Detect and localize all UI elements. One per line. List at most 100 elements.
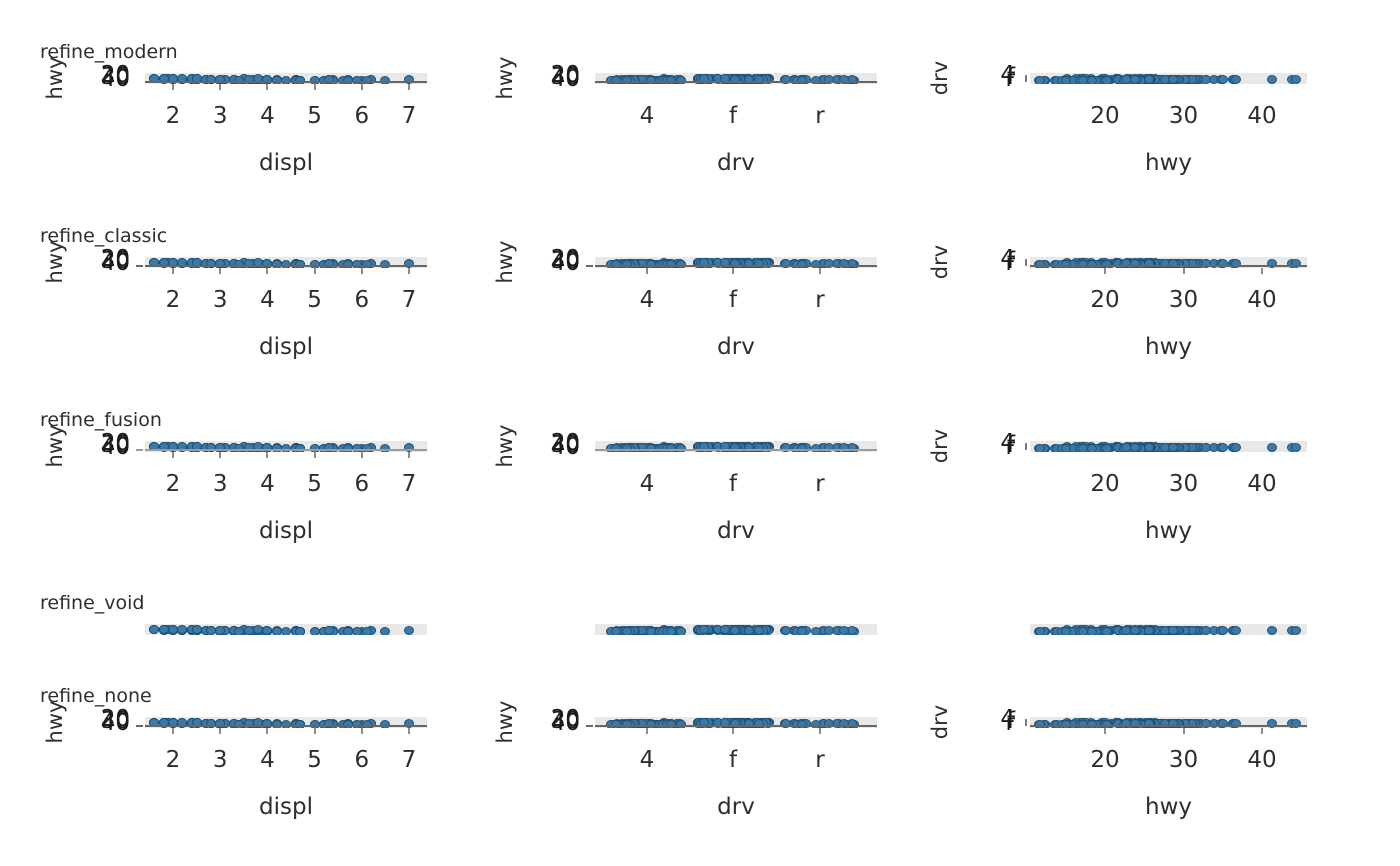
data-point <box>323 625 334 635</box>
panel-band <box>1030 717 1307 728</box>
data-point <box>1034 75 1045 84</box>
x-tick-mark <box>1104 268 1106 274</box>
x-tick-mark <box>219 268 222 274</box>
x-tick-mark <box>360 728 363 734</box>
y-tick-label: 30 <box>100 64 130 90</box>
data-point <box>1144 625 1155 635</box>
data-point <box>622 626 633 635</box>
data-point <box>1290 442 1301 452</box>
x-tick-label: 4 <box>260 287 275 313</box>
x-tick-label: 3 <box>212 471 228 497</box>
y-tick-label-overlap: 40 30 20 <box>75 247 130 277</box>
x-tick-label: 5 <box>307 747 322 773</box>
x-tick-label: f <box>728 287 738 313</box>
x-tick-mark <box>646 728 648 734</box>
data-point <box>1078 626 1089 635</box>
y-tick-label: 40 <box>100 66 130 92</box>
x-tick-label: 30 <box>1168 747 1199 773</box>
x-tick-mark <box>408 452 410 458</box>
x-tick-mark <box>266 452 269 458</box>
data-point <box>404 74 414 84</box>
x-tick-label: 20 <box>1090 471 1120 497</box>
x-axis-spine <box>145 265 427 267</box>
x-tick-mark <box>313 84 316 90</box>
data-point <box>744 625 755 635</box>
data-point <box>234 626 245 635</box>
x-tick-mark <box>1182 728 1185 734</box>
data-point <box>1290 74 1301 84</box>
row-title: refine_void <box>40 592 145 614</box>
x-axis-title: displ <box>259 334 313 360</box>
y-tick-label: 4 <box>1000 62 1015 88</box>
data-point <box>1102 626 1113 635</box>
row-title: refine_classic <box>40 225 168 247</box>
y-tick-mark <box>1025 259 1027 266</box>
data-point <box>1034 443 1045 452</box>
data-point <box>1168 74 1179 84</box>
x-tick-mark <box>266 84 269 90</box>
y-tick-mark <box>136 265 143 267</box>
x-tick-mark <box>819 728 821 734</box>
panel-band <box>595 717 877 728</box>
panel-band <box>145 257 427 268</box>
x-axis-spine <box>1030 265 1307 267</box>
panel-band <box>1030 73 1307 84</box>
x-tick-mark <box>219 452 222 458</box>
x-tick-label: 3 <box>212 103 228 129</box>
x-tick-label: 6 <box>354 287 370 313</box>
x-tick-label: 30 <box>1168 287 1199 313</box>
y-tick-label: 20 <box>100 246 130 272</box>
y-tick-label-overlap: 40 30 20 <box>75 707 130 737</box>
data-point <box>730 625 741 635</box>
x-tick-label: 6 <box>354 747 370 773</box>
panel-band <box>145 441 427 452</box>
data-point <box>753 625 764 635</box>
y-axis-title: hwy <box>493 240 517 284</box>
data-point <box>780 626 791 635</box>
x-tick-label: 3 <box>212 287 228 313</box>
data-point <box>839 626 849 635</box>
data-point <box>1061 443 1072 452</box>
y-tick-label: 20 <box>100 62 130 88</box>
data-point <box>262 75 273 84</box>
panel-band <box>595 257 877 268</box>
x-tick-label: 2 <box>165 287 181 313</box>
y-tick-label: 20 <box>550 246 580 272</box>
row-title: refine_none <box>40 685 152 707</box>
data-point <box>1218 625 1229 635</box>
x-tick-label: 40 <box>1247 103 1277 129</box>
panel-band <box>145 624 427 635</box>
row-title: refine_fusion <box>40 409 162 431</box>
x-tick-mark <box>172 84 174 90</box>
x-tick-mark <box>1104 728 1106 734</box>
x-tick-mark <box>172 728 174 734</box>
x-tick-mark <box>819 268 821 274</box>
x-tick-label: 3 <box>212 747 228 773</box>
x-tick-label: 7 <box>401 287 417 313</box>
x-tick-label: f <box>728 747 738 773</box>
x-axis-spine <box>145 449 427 451</box>
x-tick-label: 20 <box>1090 103 1120 129</box>
panel-band <box>145 717 427 728</box>
x-tick-label: 6 <box>354 471 370 497</box>
x-axis-title: hwy <box>1145 518 1192 544</box>
x-axis-spine <box>1030 725 1307 727</box>
x-tick-label: 20 <box>1090 747 1120 773</box>
x-axis-spine <box>595 81 877 83</box>
data-point <box>665 626 676 635</box>
data-point <box>352 627 363 635</box>
x-tick-mark <box>1182 268 1185 274</box>
data-point <box>610 626 621 635</box>
x-tick-mark <box>732 728 734 734</box>
x-tick-mark <box>360 84 363 90</box>
panel-band <box>1030 624 1307 635</box>
data-point <box>1267 625 1278 635</box>
data-point <box>1129 74 1140 84</box>
data-point <box>309 626 320 635</box>
data-point <box>404 625 414 635</box>
x-tick-label: 20 <box>1090 287 1120 313</box>
x-tick-mark <box>313 268 316 274</box>
x-tick-label: 7 <box>401 747 417 773</box>
